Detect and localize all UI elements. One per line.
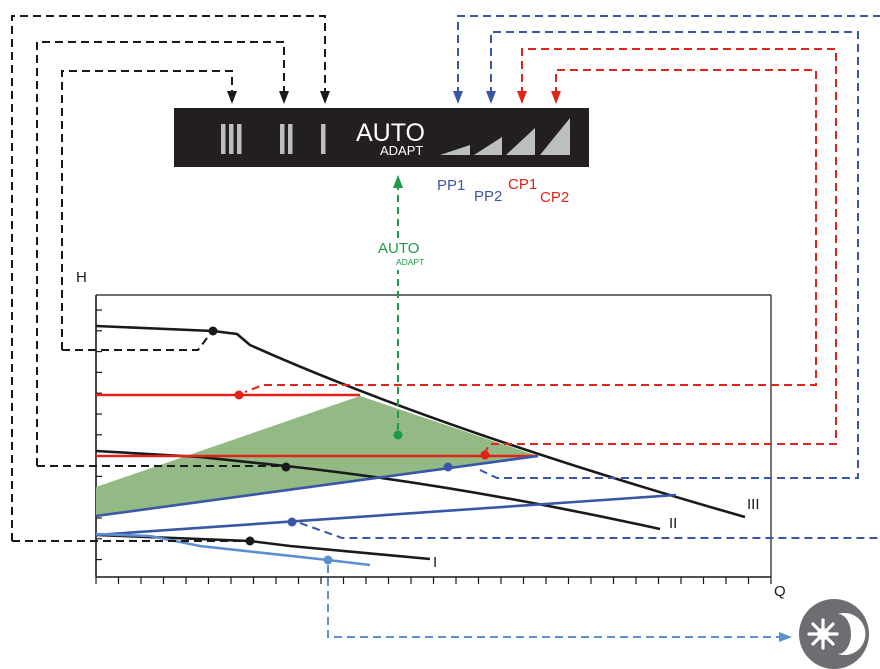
speed-2-curve (95, 449, 661, 531)
night-mode-curve (95, 532, 371, 567)
speed-3-curve-label: III (747, 496, 760, 513)
y-axis-label: H (76, 269, 87, 286)
y-axis-ticks (96, 309, 102, 561)
pp2-connector (479, 31, 859, 479)
autoadapt-arrowhead (393, 175, 403, 188)
adapt-label: ADAPT (380, 143, 423, 158)
cp2-label: CP2 (540, 189, 569, 206)
control-panel-background (174, 108, 589, 167)
cp1-button[interactable] (506, 128, 535, 155)
pp1-label: PP1 (437, 177, 465, 194)
pp1-connector-bottom (299, 522, 880, 539)
night-mode-connector (327, 565, 782, 638)
speed-3-connector-end (62, 337, 208, 351)
pp1-point (287, 517, 297, 527)
autoadapt-auto-label: AUTO (378, 240, 419, 257)
cp2-arrowhead (551, 91, 561, 104)
x-axis-label: Q (774, 583, 786, 600)
cp1-arrowhead (517, 91, 527, 104)
speed-3-connector (61, 70, 233, 350)
night-mode-point (323, 555, 333, 565)
cp2-button[interactable] (540, 118, 570, 155)
pp1-button[interactable] (440, 145, 470, 155)
auto-label: AUTO (356, 119, 425, 147)
autoadapt-button[interactable]: AUTO ADAPT (356, 119, 425, 158)
control-panel: III II I AUTO ADAPT (174, 108, 589, 167)
pp2-button[interactable] (474, 137, 502, 155)
speed-3-arrowhead (227, 91, 237, 104)
autoadapt-point (393, 430, 403, 440)
cp2-point (234, 390, 244, 400)
cp2-connector (244, 69, 817, 393)
night-mode-icon[interactable] (799, 599, 869, 669)
graph-frame (95, 294, 772, 584)
speed-1-arrowhead (320, 91, 330, 104)
speed-3-button[interactable]: III (221, 124, 242, 154)
pp1-connector-top (457, 15, 880, 95)
speed-3-point (208, 326, 218, 336)
speed-connectors (11, 15, 326, 542)
speed-1-curve (95, 533, 431, 561)
x-axis-ticks (95, 577, 772, 584)
cp-connectors (244, 48, 837, 453)
pp1-line (95, 493, 677, 537)
speed-1-connector (11, 15, 326, 541)
pp2-point (443, 462, 453, 472)
speed-1-curve-label: I (433, 554, 437, 571)
speed-2-arrowhead (279, 91, 289, 104)
night-mode-arrowhead (779, 632, 792, 642)
speed-2-point (281, 462, 291, 472)
speed-2-connector (36, 41, 285, 466)
pp2-line (95, 454, 539, 518)
cp1-label: CP1 (508, 176, 537, 193)
pp-connectors (299, 15, 880, 539)
cp1-point (480, 450, 490, 460)
autoadapt-adapt-label: ADAPT (396, 257, 424, 267)
speed-3-curve (95, 324, 746, 519)
speed-1-point (245, 536, 255, 546)
speed-2-button[interactable]: II (280, 124, 293, 154)
pp2-arrowhead (486, 91, 496, 104)
pp1-arrowhead (453, 91, 463, 104)
speed-1-button[interactable]: I (321, 124, 326, 154)
pp2-label: PP2 (474, 188, 502, 205)
speed-2-curve-label: II (669, 515, 677, 532)
